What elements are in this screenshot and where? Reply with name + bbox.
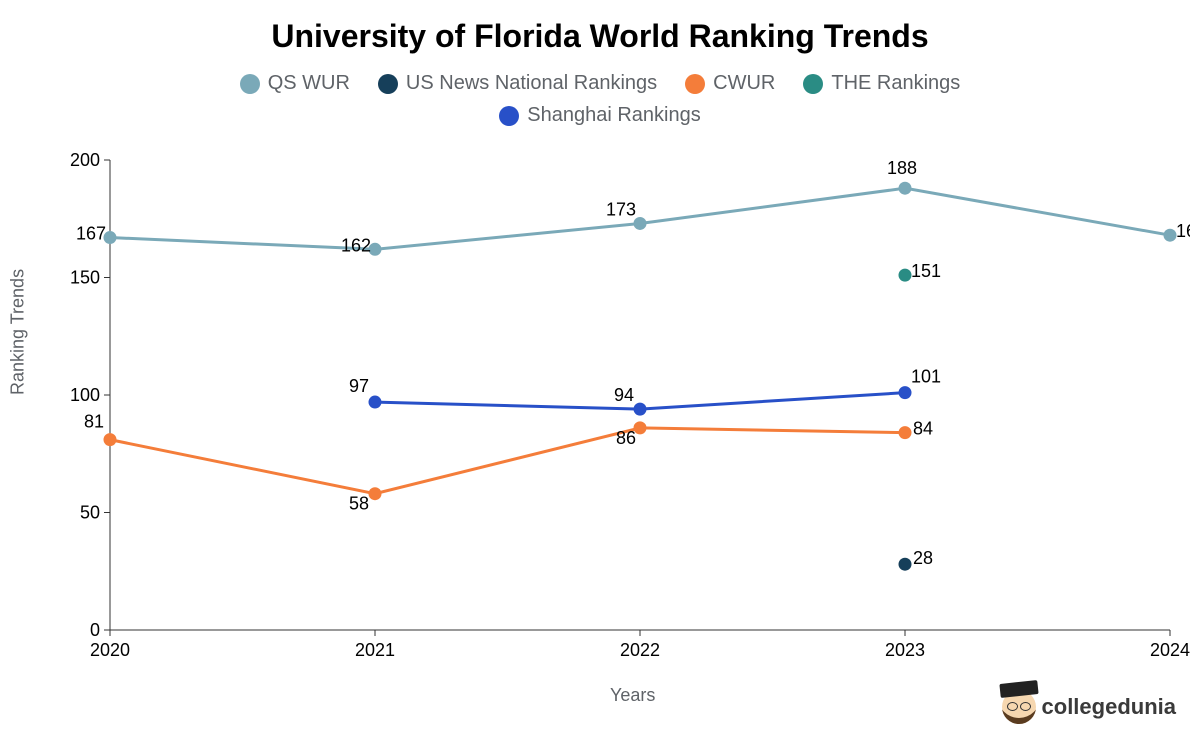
data-label: 188 [887, 158, 917, 178]
legend-row-2: Shanghai Rankings [0, 104, 1200, 127]
y-tick-label: 0 [90, 620, 100, 640]
data-marker [104, 433, 117, 446]
y-tick-label: 150 [70, 268, 100, 288]
legend-swatch [803, 74, 823, 94]
watermark: collegedunia [1002, 690, 1176, 724]
data-label: 28 [913, 548, 933, 568]
x-tick-label: 2023 [885, 640, 925, 660]
legend-swatch [685, 74, 705, 94]
y-tick-label: 50 [80, 503, 100, 523]
data-label: 86 [616, 428, 636, 448]
data-label: 84 [913, 419, 933, 439]
legend-label: CWUR [713, 72, 775, 95]
legend-row-1: QS WUR US News National Rankings CWUR THE R… [0, 72, 1200, 95]
legend-item: CWUR [685, 72, 775, 95]
legend-item: THE Rankings [803, 72, 960, 95]
data-label: 97 [349, 376, 369, 396]
mascot-icon [1002, 690, 1036, 724]
x-axis-label: Years [610, 685, 655, 706]
data-label: 94 [614, 385, 634, 405]
legend-swatch [240, 74, 260, 94]
chart-plot: 0 50 100 150 200 2020 2021 2022 2023 2024 167 162 17… [50, 140, 1190, 670]
data-marker [634, 403, 647, 416]
watermark-text: collegedunia [1042, 694, 1176, 720]
y-tick-label: 100 [70, 385, 100, 405]
data-label: 167 [76, 224, 106, 244]
legend-item: QS WUR [240, 72, 350, 95]
data-marker [899, 269, 912, 282]
legend-item: Shanghai Rankings [499, 104, 700, 127]
data-marker [899, 426, 912, 439]
data-marker [369, 396, 382, 409]
data-marker [1164, 229, 1177, 242]
x-tick-label: 2020 [90, 640, 130, 660]
data-label: 101 [911, 367, 941, 387]
x-tick-label: 2021 [355, 640, 395, 660]
data-label: 173 [606, 199, 636, 219]
y-tick-label: 200 [70, 150, 100, 170]
legend-swatch [378, 74, 398, 94]
data-marker [899, 386, 912, 399]
data-marker [369, 487, 382, 500]
chart-title: University of Florida World Ranking Tren… [0, 18, 1200, 55]
legend-label: US News National Rankings [406, 72, 657, 95]
series-line [110, 428, 905, 494]
data-label: 168 [1176, 221, 1190, 241]
legend-item: US News National Rankings [378, 72, 657, 95]
legend-label: QS WUR [268, 72, 350, 95]
legend-label: Shanghai Rankings [527, 104, 700, 127]
data-label: 58 [349, 494, 369, 514]
legend-label: THE Rankings [831, 72, 960, 95]
y-axis-label: Ranking Trends [8, 269, 29, 395]
x-tick-label: 2022 [620, 640, 660, 660]
data-marker [899, 182, 912, 195]
data-label: 151 [911, 261, 941, 281]
data-label: 81 [84, 412, 104, 432]
x-tick-label: 2024 [1150, 640, 1190, 660]
data-marker [899, 558, 912, 571]
data-label: 162 [341, 235, 371, 255]
legend-swatch [499, 106, 519, 126]
